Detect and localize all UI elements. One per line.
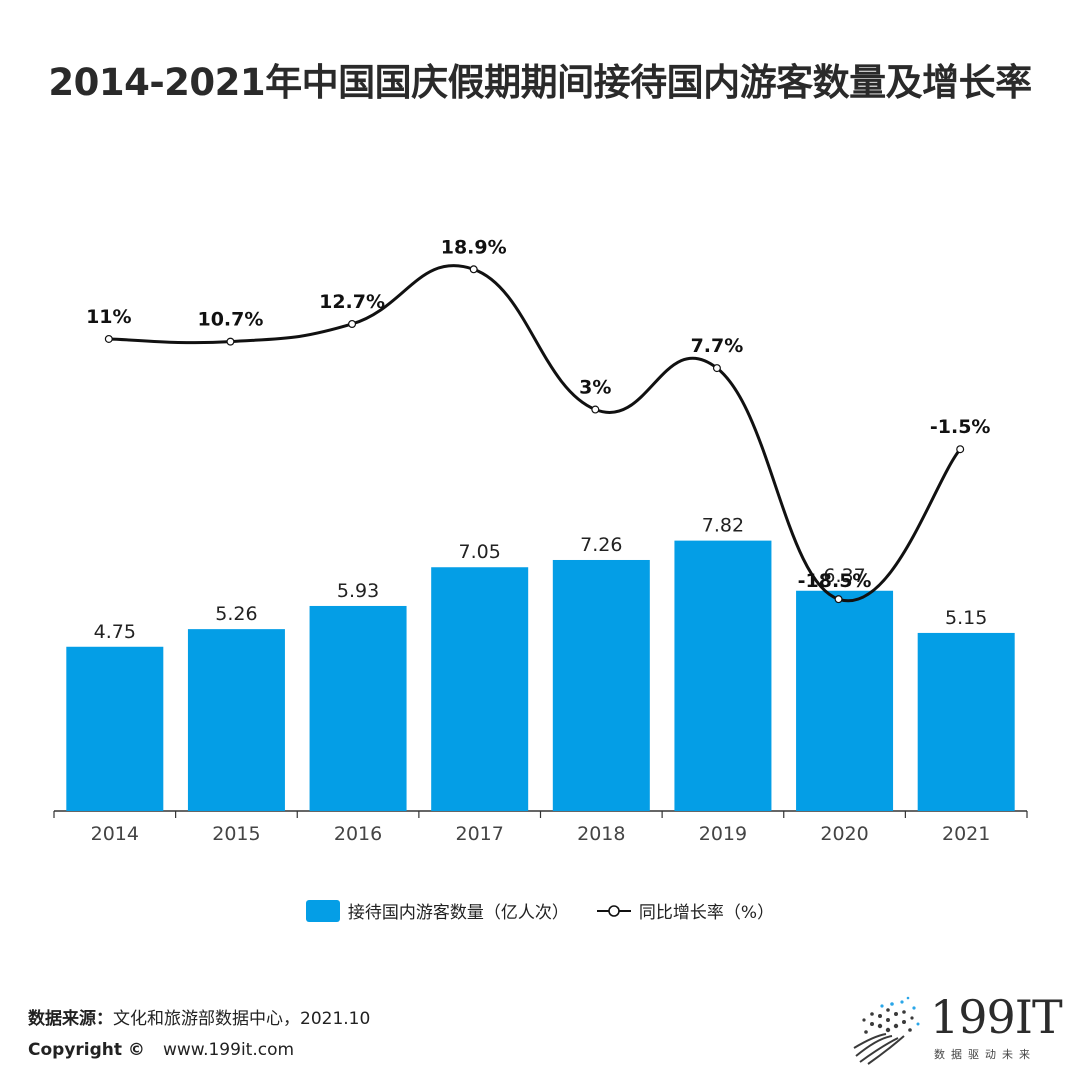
bar-value-label: 7.05 — [459, 541, 501, 563]
x-tick-label: 2020 — [820, 823, 868, 845]
bar-value-label: 5.26 — [215, 603, 257, 625]
growth-value-label: 18.9% — [441, 236, 507, 258]
legend-line-swatch — [596, 904, 631, 917]
bar-value-label: 5.15 — [945, 607, 987, 629]
bar-value-label: 4.75 — [94, 621, 136, 643]
growth-point-2017 — [469, 265, 478, 274]
bar-value-label: 7.82 — [702, 515, 744, 537]
legend: 接待国内游客数量（亿人次） 同比增长率（%） — [0, 898, 1080, 923]
growth-value-label: -18.5% — [798, 570, 872, 592]
growth-value-label: -1.5% — [930, 416, 991, 438]
growth-point-2019 — [712, 364, 721, 373]
bar-2015 — [187, 629, 285, 811]
x-tick-label: 2019 — [699, 823, 747, 845]
growth-point-2021 — [956, 445, 965, 454]
growth-value-label: 7.7% — [691, 335, 744, 357]
growth-value-label: 11% — [86, 306, 131, 328]
bar-2016 — [309, 605, 407, 811]
x-tick-label: 2021 — [942, 823, 990, 845]
x-tick-label: 2018 — [577, 823, 625, 845]
x-tick-label: 2016 — [334, 823, 382, 845]
chart-title: 2014-2021年中国国庆假期期间接待国内游客数量及增长率 — [48, 61, 1032, 104]
bar-2020 — [796, 590, 894, 811]
growth-point-2016 — [348, 319, 357, 328]
legend-item-line: 同比增长率（%） — [595, 898, 774, 923]
growth-point-2014 — [104, 334, 113, 343]
growth-point-2018 — [591, 405, 600, 414]
bar-2018 — [552, 559, 650, 811]
bar-value-label: 5.93 — [337, 580, 379, 602]
copyright-label: Copyright © — [28, 1040, 145, 1060]
logo-icon — [853, 996, 920, 1065]
logo-name: 199IT — [930, 990, 1063, 1044]
x-tick-label: 2014 — [91, 823, 139, 845]
growth-point-2015 — [226, 337, 235, 346]
legend-bar-swatch — [305, 899, 340, 922]
x-tick-label: 2017 — [456, 823, 504, 845]
legend-bar-label: 接待国内游客数量（亿人次） — [347, 903, 569, 923]
source-label: 数据来源： — [28, 1009, 113, 1029]
x-tick-label: 2015 — [212, 823, 260, 845]
legend-item-bar: 接待国内游客数量（亿人次） — [305, 898, 569, 923]
bar-2017 — [431, 567, 529, 811]
growth-rate-line — [108, 264, 962, 603]
bar-2021 — [917, 632, 1015, 811]
bar-value-label: 7.26 — [580, 534, 622, 556]
source-text: 文化和旅游部数据中心，2021.10 — [113, 1009, 371, 1029]
logo: 199IT 数据驱动未来 — [848, 990, 1063, 1066]
growth-point-2020 — [834, 595, 843, 604]
logo-tagline: 数据驱动未来 — [934, 1048, 1036, 1061]
copyright: Copyright © www.199it.com — [28, 1040, 294, 1060]
data-source: 数据来源：文化和旅游部数据中心，2021.10 — [28, 1004, 370, 1029]
growth-value-label: 3% — [579, 377, 611, 399]
bar-2014 — [66, 646, 164, 811]
legend-line-label: 同比增长率（%） — [638, 903, 775, 923]
growth-value-label: 10.7% — [197, 309, 263, 331]
bar-2019 — [674, 540, 772, 811]
growth-value-label: 12.7% — [319, 291, 385, 313]
website-text: www.199it.com — [162, 1040, 295, 1060]
bar-value-label: 6.37 — [823, 565, 865, 587]
